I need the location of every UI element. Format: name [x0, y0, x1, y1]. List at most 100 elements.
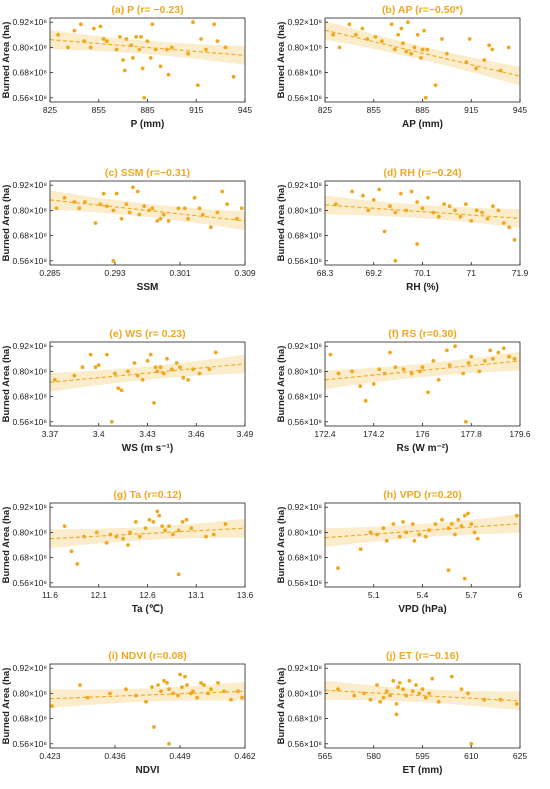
- x-tick-label: 3.37: [42, 429, 59, 439]
- x-tick-label: 945: [238, 105, 252, 115]
- data-point: [440, 517, 444, 522]
- data-point: [409, 189, 414, 194]
- data-point: [111, 208, 116, 213]
- data-point: [389, 22, 394, 27]
- data-point: [108, 532, 113, 537]
- data-point: [427, 528, 431, 533]
- data-point: [337, 45, 342, 50]
- data-point: [449, 522, 454, 526]
- data-point: [381, 526, 386, 531]
- data-point: [197, 371, 202, 376]
- data-point: [366, 208, 371, 213]
- data-point: [85, 695, 90, 700]
- data-point: [375, 683, 379, 687]
- data-point: [202, 683, 206, 687]
- data-point: [140, 377, 145, 382]
- data-point: [375, 532, 379, 537]
- data-point: [461, 371, 466, 376]
- x-tick-label: 945: [513, 105, 527, 115]
- data-point: [220, 189, 225, 194]
- x-tick-label: 595: [415, 751, 429, 761]
- data-point: [363, 398, 368, 403]
- data-point: [96, 363, 101, 367]
- data-point: [167, 524, 171, 528]
- data-point: [401, 367, 406, 372]
- data-point: [192, 195, 197, 200]
- data-point: [72, 373, 77, 378]
- x-tick-label: 855: [367, 105, 381, 115]
- data-point: [134, 35, 139, 39]
- x-tick-label: 610: [464, 751, 478, 761]
- data-point: [449, 674, 454, 679]
- data-point: [169, 45, 174, 50]
- data-point: [336, 566, 340, 570]
- data-point: [150, 206, 155, 211]
- panel-title: (j) ET (r=−0.16): [386, 650, 459, 662]
- data-point: [464, 60, 469, 64]
- data-point: [399, 26, 404, 31]
- data-point: [170, 532, 175, 537]
- data-point: [442, 202, 447, 207]
- data-point: [127, 210, 132, 215]
- panel-1: (a) P (r= −0.23) 825 855 885 915 945 0.56×10⁸ 0…: [1, 4, 252, 130]
- data-point: [358, 547, 363, 552]
- data-point: [368, 530, 373, 535]
- x-tick-label: 0.293: [104, 268, 126, 278]
- x-tick-label: 71: [467, 268, 477, 278]
- trend-line: [49, 690, 246, 700]
- data-point: [140, 66, 145, 71]
- data-point: [501, 221, 506, 225]
- x-axis-label: Ta (℃): [132, 604, 164, 615]
- data-point: [88, 352, 93, 357]
- x-tick-label: 565: [318, 751, 332, 761]
- data-point: [377, 367, 382, 372]
- data-point: [119, 388, 124, 393]
- data-point: [189, 526, 194, 531]
- data-point: [101, 191, 106, 196]
- data-point: [114, 534, 119, 539]
- data-point: [482, 697, 487, 702]
- data-point: [184, 517, 189, 522]
- data-point: [420, 365, 425, 370]
- data-point: [150, 22, 155, 27]
- data-point: [204, 47, 208, 52]
- panel-7: (g) Ta (r=0.12) 11.6 12.1 12.6 13.1 13.6 0.56×…: [1, 489, 254, 615]
- data-point: [240, 695, 244, 700]
- y-tick-label: 0.80×10⁸: [12, 688, 47, 698]
- data-point: [157, 513, 162, 518]
- data-point: [137, 212, 142, 217]
- data-point: [512, 237, 517, 242]
- data-point: [145, 359, 150, 363]
- x-tick-label: 3.4: [93, 429, 105, 439]
- data-point: [491, 204, 495, 209]
- data-point: [195, 83, 200, 88]
- panel-title: (g) Ta (r=0.12): [113, 489, 181, 501]
- data-point: [446, 568, 451, 573]
- data-point: [358, 384, 363, 388]
- x-tick-label: 0.285: [39, 268, 61, 278]
- y-tick-label: 0.80×10⁸: [12, 527, 47, 537]
- data-point: [398, 191, 403, 196]
- y-tick-label: 0.56×10⁸: [12, 739, 47, 749]
- data-point: [415, 242, 419, 246]
- data-point: [418, 56, 423, 60]
- data-point: [180, 520, 185, 524]
- data-point: [371, 382, 376, 386]
- data-point: [139, 35, 143, 39]
- data-point: [162, 678, 166, 683]
- x-tick-label: 915: [189, 105, 203, 115]
- y-tick-label: 0.80×10⁸: [287, 205, 322, 215]
- data-point: [165, 47, 169, 52]
- y-axis-label: Burned Area (ha): [1, 185, 12, 262]
- data-point: [423, 95, 428, 100]
- trend-line: [324, 689, 521, 702]
- data-point: [204, 534, 208, 539]
- data-point: [474, 66, 479, 71]
- data-point: [336, 371, 341, 376]
- data-point: [433, 83, 438, 88]
- data-point: [137, 47, 142, 52]
- data-point: [453, 344, 457, 349]
- x-axis-label: VPD (hPa): [398, 604, 446, 615]
- data-point: [183, 674, 187, 679]
- x-tick-label: 70.1: [414, 268, 431, 278]
